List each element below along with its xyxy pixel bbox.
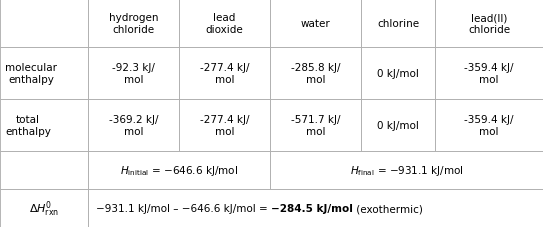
Text: -369.2 kJ/
mol: -369.2 kJ/ mol [109,115,158,136]
Bar [270,0,361,48]
Text: lead
dioxide: lead dioxide [206,13,243,35]
Bar [0,100,88,151]
Text: water: water [301,19,330,29]
Bar [361,0,435,48]
Bar [179,0,270,48]
Text: -359.4 kJ/
mol: -359.4 kJ/ mol [464,115,514,136]
Text: $H_{\mathrm{initial}}$ = −646.6 kJ/mol: $H_{\mathrm{initial}}$ = −646.6 kJ/mol [120,163,238,177]
Text: lead(II)
chloride: lead(II) chloride [468,13,510,35]
Bar [361,48,435,100]
Bar [0,48,88,100]
Bar [179,48,270,100]
Bar [179,100,270,151]
Text: -92.3 kJ/
mol: -92.3 kJ/ mol [112,63,155,84]
Text: -571.7 kJ/
mol: -571.7 kJ/ mol [291,115,340,136]
Bar [88,100,179,151]
Text: $H_{\mathrm{final}}$ = −931.1 kJ/mol: $H_{\mathrm{final}}$ = −931.1 kJ/mol [350,163,463,177]
Bar [88,0,179,48]
Bar [88,48,179,100]
Bar [0,0,88,48]
Bar [270,48,361,100]
Text: $\Delta H^{0}_{\mathrm{rxn}}$: $\Delta H^{0}_{\mathrm{rxn}}$ [29,198,59,218]
Bar [435,100,543,151]
Text: −284.5 kJ/mol: −284.5 kJ/mol [271,203,353,213]
Bar [361,100,435,151]
Bar [88,151,270,189]
Text: 0 kJ/mol: 0 kJ/mol [377,121,419,131]
Bar [435,0,543,48]
Text: chlorine: chlorine [377,19,419,29]
Bar [435,48,543,100]
Text: molecular
enthalpy: molecular enthalpy [5,63,57,84]
Text: -277.4 kJ/
mol: -277.4 kJ/ mol [200,115,249,136]
Bar [0,189,88,227]
Text: (exothermic): (exothermic) [353,203,423,213]
Text: total
enthalpy: total enthalpy [5,115,51,136]
Text: −931.1 kJ/mol – −646.6 kJ/mol =: −931.1 kJ/mol – −646.6 kJ/mol = [96,203,271,213]
Bar [0,151,88,189]
Bar [270,100,361,151]
Text: -285.8 kJ/
mol: -285.8 kJ/ mol [291,63,340,84]
Text: 0 kJ/mol: 0 kJ/mol [377,69,419,79]
Text: -359.4 kJ/
mol: -359.4 kJ/ mol [464,63,514,84]
Bar [270,151,543,189]
Text: -277.4 kJ/
mol: -277.4 kJ/ mol [200,63,249,84]
Text: hydrogen
chloride: hydrogen chloride [109,13,158,35]
Bar [88,189,543,227]
